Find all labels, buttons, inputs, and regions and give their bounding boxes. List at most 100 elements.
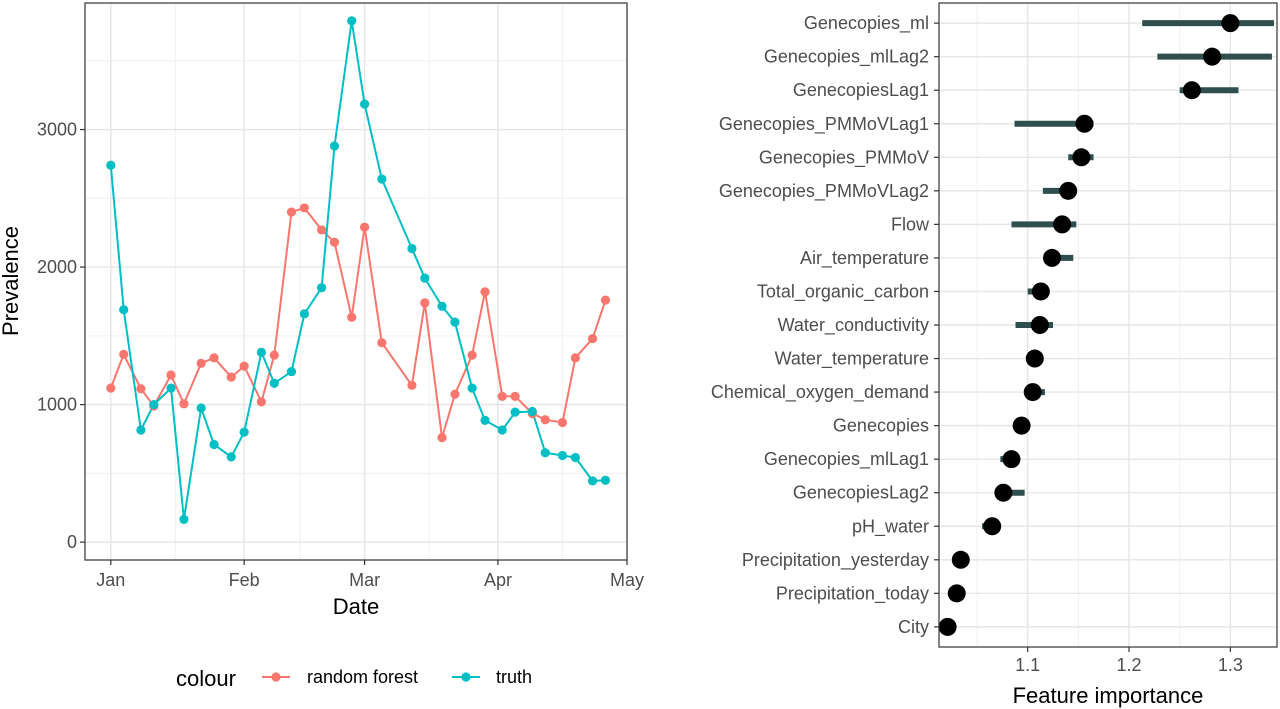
right-gridlines [939, 3, 1277, 647]
data-point-truth [377, 174, 387, 184]
data-point-random-forest [600, 295, 611, 305]
data-point-random-forest [557, 417, 568, 428]
feature-label: Flow [891, 214, 930, 234]
importance-point [947, 584, 966, 603]
x-axis-ticks: Jan Feb Mar Apr May [96, 560, 644, 590]
feature-label: Genecopies_PMMoVLag1 [719, 114, 929, 135]
importance-point [1043, 248, 1062, 267]
data-point-random-forest [420, 298, 430, 308]
data-point-truth [480, 415, 490, 426]
data-point-random-forest [347, 312, 357, 322]
data-point-truth [149, 399, 159, 410]
x-tick-label: Apr [484, 570, 512, 590]
feature-label: Precipitation_yesterday [742, 550, 929, 571]
data-point-random-forest [196, 358, 206, 368]
data-point-truth [166, 383, 176, 393]
feature-label: Precipitation_today [776, 583, 929, 604]
y-tick-label: 0 [67, 532, 77, 552]
data-point-truth [527, 406, 537, 417]
feature-label: Water_temperature [775, 349, 929, 370]
data-point-random-forest [286, 207, 297, 217]
legend-label-random-forest: random forest [307, 667, 418, 687]
feature-label: Water_conductivity [778, 315, 929, 336]
data-point-truth [360, 99, 370, 109]
data-point-random-forest [166, 370, 176, 380]
data-point-random-forest [480, 287, 490, 297]
y-axis-title: Prevalence [0, 226, 23, 336]
data-point-random-forest [179, 399, 189, 409]
data-point-truth [329, 141, 340, 151]
feature-label: Genecopies_mlLag2 [764, 47, 929, 68]
y-tick-label: 2000 [37, 257, 77, 277]
data-point-random-forest [239, 361, 249, 371]
legend-key-point [461, 672, 471, 682]
series-points [106, 16, 611, 525]
x-tick-label: Mar [349, 570, 380, 590]
importance-point [1031, 282, 1050, 301]
feature-label: Genecopies_ml [804, 13, 929, 34]
data-point-random-forest [377, 338, 387, 348]
data-point-random-forest [540, 415, 550, 425]
x-tick-label: 1.1 [1015, 655, 1040, 675]
importance-points [938, 14, 1240, 636]
x-axis-title: Date [333, 594, 379, 619]
data-point-random-forest [450, 389, 460, 399]
data-point-random-forest [360, 222, 370, 232]
importance-point [1182, 81, 1201, 100]
data-point-random-forest [256, 397, 266, 407]
data-point-random-forest [570, 353, 580, 363]
legend-title: colour [176, 666, 236, 691]
data-point-truth [179, 514, 189, 525]
importance-point [938, 617, 957, 636]
data-point-truth [407, 243, 417, 254]
feature-label: City [898, 617, 929, 637]
data-point-random-forest [329, 237, 340, 247]
data-point-truth [557, 450, 568, 461]
data-point-random-forest [119, 349, 129, 359]
feature-label: Genecopies_PMMoVLag2 [719, 181, 929, 202]
data-point-truth [286, 366, 297, 377]
feature-label: Air_temperature [800, 248, 929, 269]
data-point-truth [420, 273, 430, 283]
importance-point [1075, 114, 1094, 133]
data-point-truth [226, 452, 236, 462]
feature-label: pH_water [852, 516, 929, 537]
data-point-truth [269, 378, 279, 388]
feature-label: Genecopies_mlLag1 [764, 449, 929, 470]
legend-key-point [271, 672, 281, 682]
data-point-truth [497, 425, 507, 435]
feature-label: GenecopiesLag2 [793, 483, 929, 503]
data-point-truth [316, 283, 327, 293]
data-point-random-forest [587, 333, 598, 344]
data-point-truth [570, 452, 580, 463]
data-point-truth [467, 383, 477, 393]
data-point-truth [209, 439, 219, 450]
data-point-random-forest [316, 225, 327, 235]
data-point-truth [119, 305, 129, 315]
importance-point [1221, 14, 1240, 33]
data-point-random-forest [299, 203, 309, 213]
data-point-truth [256, 347, 266, 357]
data-point-random-forest [467, 350, 477, 360]
feature-label: Genecopies_PMMoV [759, 147, 929, 168]
data-point-random-forest [269, 350, 279, 360]
x-tick-label: 1.3 [1218, 655, 1243, 675]
importance-point [1002, 450, 1021, 469]
data-point-random-forest [437, 432, 447, 443]
data-point-truth [136, 425, 146, 435]
importance-point [1053, 215, 1072, 234]
feature-labels: Genecopies_ml Genecopies_mlLag2 Genecopies… [711, 13, 939, 637]
feature-label: Genecopies [833, 416, 929, 436]
importance-point [951, 550, 970, 569]
y-tick-label: 3000 [37, 120, 77, 140]
feature-label: GenecopiesLag1 [793, 80, 929, 100]
x-tick-label: Jan [96, 570, 125, 590]
x-axis-title: Feature importance [1013, 683, 1204, 708]
importance-point [1012, 416, 1031, 435]
importance-point [1203, 47, 1222, 66]
importance-point [983, 517, 1002, 536]
data-point-random-forest [209, 353, 219, 363]
importance-point [994, 483, 1013, 502]
data-point-random-forest [510, 391, 520, 401]
x-tick-label: 1.2 [1117, 655, 1142, 675]
